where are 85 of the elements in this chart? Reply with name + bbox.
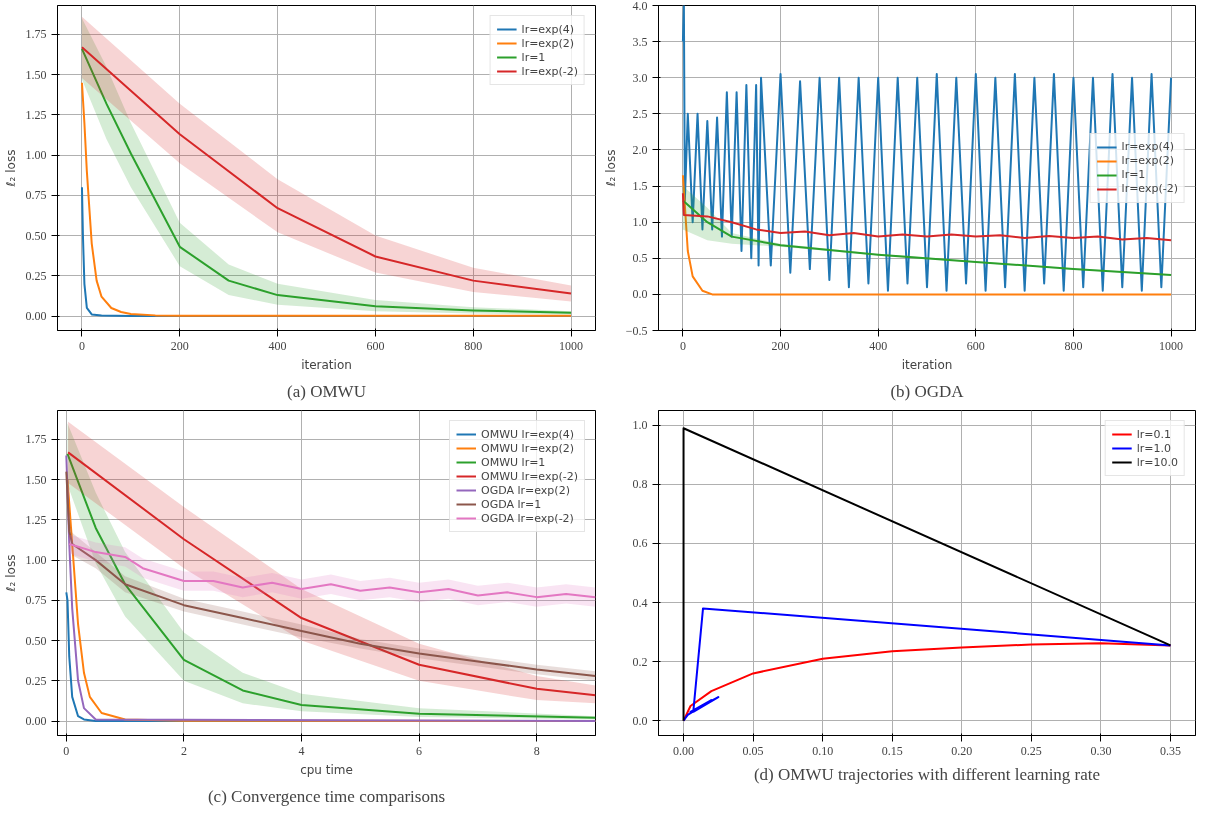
x-tick-label: 600 xyxy=(366,338,385,353)
y-tick-label: 0.25 xyxy=(25,268,47,283)
y-tick-label: 1.0 xyxy=(632,215,648,230)
legend-label: OMWU lr=exp(-2) xyxy=(481,469,578,483)
y-tick-label: 0.25 xyxy=(25,673,47,688)
y-tick-label: 0.75 xyxy=(25,188,47,203)
x-tick-label: 1000 xyxy=(1159,338,1184,353)
legend-label: OGDA lr=exp(-2) xyxy=(481,511,574,525)
legend-label: OGDA lr=1 xyxy=(481,497,542,511)
x-tick-label: 0.00 xyxy=(673,743,695,758)
text: (b) OGDA xyxy=(890,381,965,401)
y-tick-label: 1.50 xyxy=(25,67,47,82)
y-tick-label: 0.50 xyxy=(25,228,47,243)
y-tick-label: 1.00 xyxy=(25,148,47,163)
x-tick-label: 0.15 xyxy=(881,743,903,758)
x-tick-label: 0 xyxy=(63,743,70,758)
y-tick-label: 1.25 xyxy=(25,107,47,122)
x-axis-title: cpu time xyxy=(300,762,353,777)
y-tick-label: 4.0 xyxy=(632,0,648,13)
legend-label: OGDA lr=exp(2) xyxy=(481,483,570,497)
x-tick-label: 0.35 xyxy=(1159,743,1181,758)
legend-label: lr=1.0 xyxy=(1136,441,1171,455)
y-tick-label: 1.25 xyxy=(25,512,47,527)
legend-label: lr=exp(4) xyxy=(521,22,575,36)
x-tick-label: 200 xyxy=(170,338,189,353)
y-tick-label: 0.5 xyxy=(632,251,648,266)
legend-label: lr=1 xyxy=(1121,168,1146,181)
y-tick-label: 1.50 xyxy=(25,472,47,487)
y-tick-label: 3.0 xyxy=(632,70,648,85)
x-tick-label: 600 xyxy=(966,338,985,353)
x-tick-label: 0.30 xyxy=(1090,743,1112,758)
y-tick-label: 0.00 xyxy=(25,714,47,729)
y-tick-label: 1.00 xyxy=(25,553,47,568)
text: (c) Convergence time comparisons xyxy=(207,786,446,806)
legend-label: lr=0.1 xyxy=(1136,427,1171,441)
y-tick-label: 2.0 xyxy=(632,142,648,157)
x-tick-label: 800 xyxy=(464,338,483,353)
y-tick-label: 3.5 xyxy=(632,34,648,49)
legend-label: lr=exp(-2) xyxy=(1121,182,1178,195)
y-tick-label: 0.00 xyxy=(25,309,47,324)
y-tick-label: 0.6 xyxy=(632,536,648,551)
y-tick-label: 0.0 xyxy=(632,287,648,302)
x-tick-label: 0 xyxy=(78,338,85,353)
x-tick-label: 6 xyxy=(416,743,423,758)
legend-label: OMWU lr=exp(4) xyxy=(481,427,575,441)
y-tick-label: 0.0 xyxy=(632,713,648,728)
legend-label: lr=exp(4) xyxy=(1121,140,1175,153)
x-tick-label: 1000 xyxy=(559,338,584,353)
x-tick-label: 400 xyxy=(869,338,888,353)
y-tick-label: 1.75 xyxy=(25,27,47,42)
y-tick-label: 1.75 xyxy=(25,432,47,447)
x-tick-label: 0 xyxy=(679,338,686,353)
x-tick-label: 0.10 xyxy=(812,743,834,758)
y-tick-label: 0.8 xyxy=(632,477,648,492)
legend-label: OMWU lr=exp(2) xyxy=(481,441,575,455)
legend-label: lr=exp(2) xyxy=(1121,154,1175,167)
y-tick-label: 0.50 xyxy=(25,633,47,648)
x-tick-label: 0.25 xyxy=(1020,743,1042,758)
legend-label: lr=exp(2) xyxy=(521,36,575,50)
text: (d) OMWU trajectories with different learning rate xyxy=(753,764,1101,784)
text: (a) OMWU xyxy=(287,381,366,401)
y-axis-title: ℓ₂ loss xyxy=(3,149,18,188)
legend-label: lr=1 xyxy=(521,50,546,64)
x-axis-title: iteration xyxy=(301,357,352,372)
y-tick-label: 1.5 xyxy=(632,179,648,194)
x-tick-label: 200 xyxy=(771,338,790,353)
y-axis-title: ℓ₂ loss xyxy=(3,554,18,593)
y-tick-label: 2.5 xyxy=(632,106,648,121)
y-tick-label: 0.4 xyxy=(632,595,648,610)
x-tick-label: 0.20 xyxy=(951,743,973,758)
legend-label: OMWU lr=1 xyxy=(481,455,546,469)
x-tick-label: 8 xyxy=(533,743,540,758)
x-tick-label: 4 xyxy=(298,743,305,758)
y-axis-title: ℓ₂ loss xyxy=(603,149,618,188)
legend-label: lr=10.0 xyxy=(1136,455,1178,469)
x-tick-label: 0.05 xyxy=(742,743,764,758)
y-tick-label: 0.2 xyxy=(632,654,648,669)
x-tick-label: 800 xyxy=(1064,338,1083,353)
x-axis-title: iteration xyxy=(901,357,953,372)
y-tick-label: −0.5 xyxy=(625,323,648,338)
y-tick-label: 1.0 xyxy=(632,418,648,433)
y-tick-label: 0.75 xyxy=(25,593,47,608)
x-tick-label: 2 xyxy=(180,743,187,758)
x-tick-label: 400 xyxy=(268,338,287,353)
legend-label: lr=exp(-2) xyxy=(521,64,578,78)
